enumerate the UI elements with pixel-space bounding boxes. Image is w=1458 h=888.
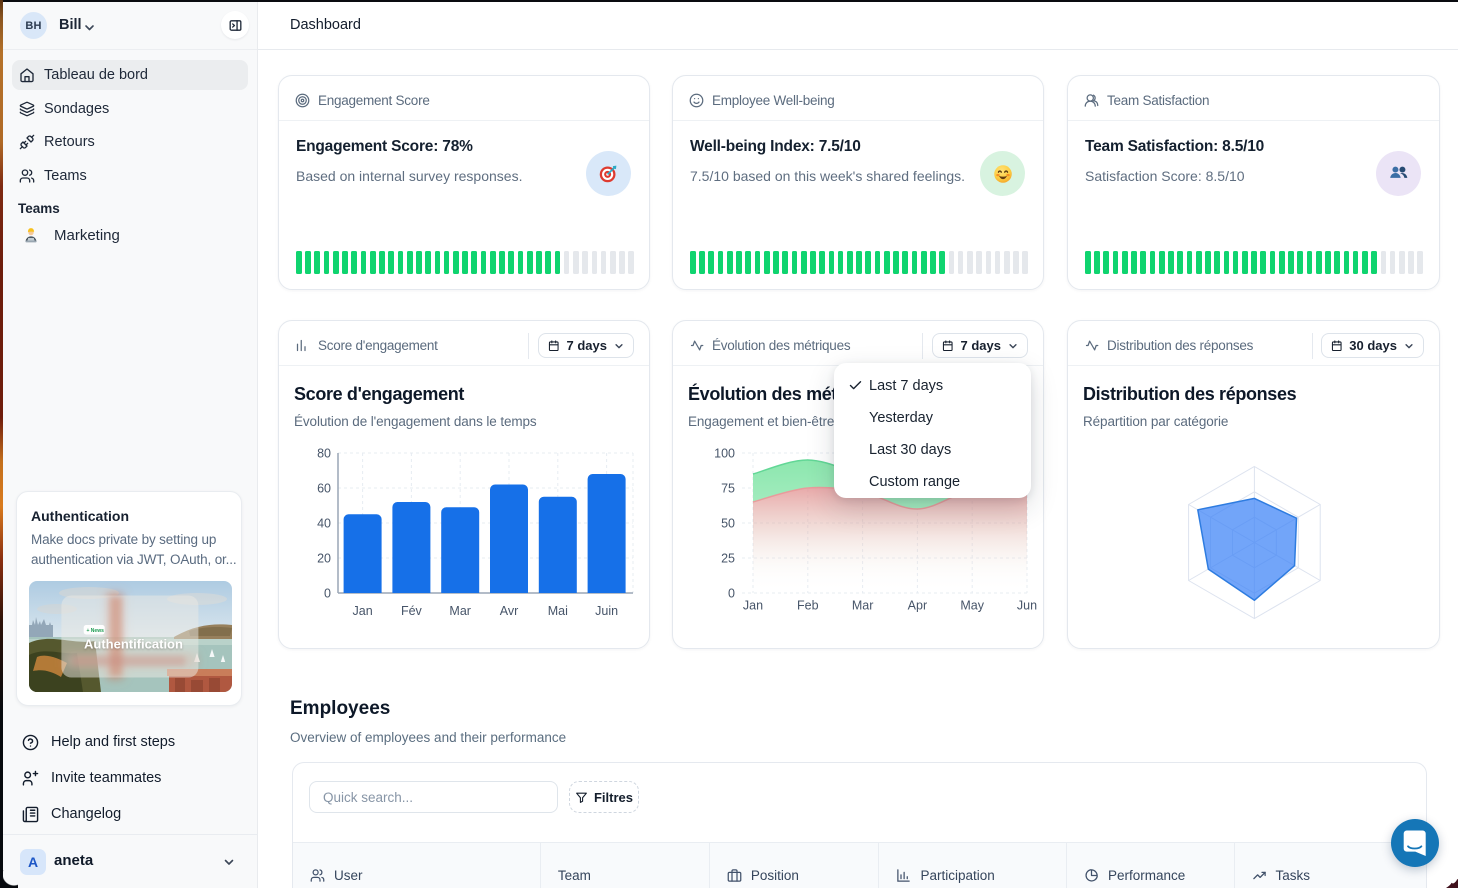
svg-text:Juin: Juin [595, 604, 618, 618]
svg-text:Mar: Mar [449, 604, 471, 618]
svg-text:25: 25 [721, 552, 735, 566]
svg-text:60: 60 [317, 482, 331, 496]
svg-text:Apr: Apr [908, 599, 927, 613]
svg-text:May: May [960, 599, 984, 613]
svg-text:80: 80 [317, 447, 331, 461]
svg-text:Mai: Mai [548, 604, 568, 618]
svg-text:Mar: Mar [852, 599, 874, 613]
svg-text:0: 0 [324, 587, 331, 601]
svg-text:+ News: + News [87, 628, 105, 634]
svg-text:Avr: Avr [500, 604, 519, 618]
svg-text:50: 50 [721, 517, 735, 531]
svg-text:Jun: Jun [1017, 599, 1037, 613]
svg-text:20: 20 [317, 552, 331, 566]
svg-text:Feb: Feb [797, 599, 819, 613]
svg-text:0: 0 [728, 587, 735, 601]
svg-text:Jan: Jan [743, 599, 763, 613]
svg-text:100: 100 [714, 447, 735, 461]
svg-text:Authentification: Authentification [84, 637, 183, 652]
svg-text:40: 40 [317, 517, 331, 531]
svg-text:75: 75 [721, 482, 735, 496]
svg-text:Fév: Fév [401, 604, 423, 618]
svg-text:Jan: Jan [353, 604, 373, 618]
